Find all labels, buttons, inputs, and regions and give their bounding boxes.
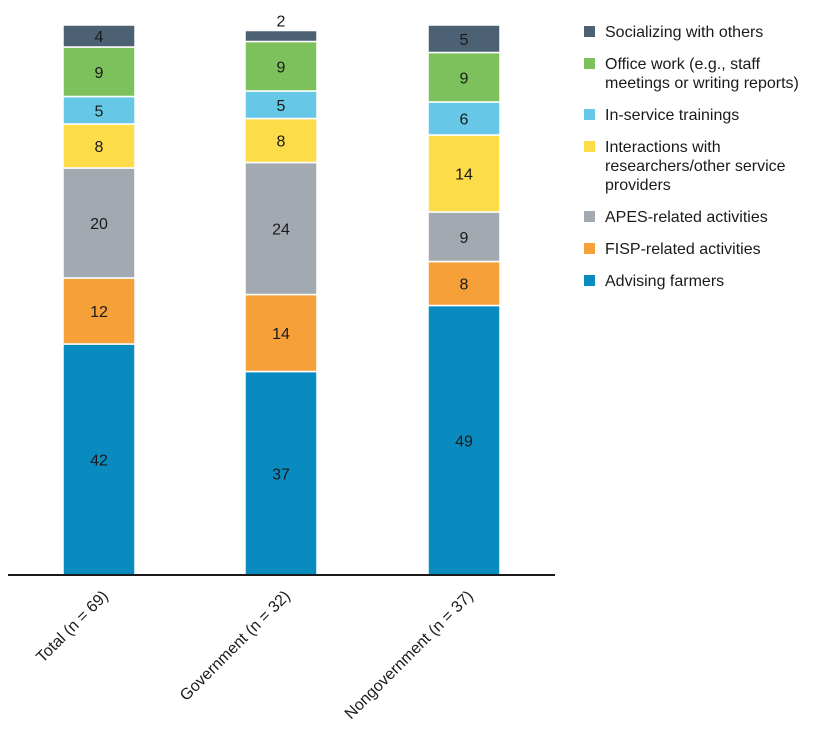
bar-segment-advising-farmers: [244, 370, 318, 576]
bar-segment-in-service-trainings: [427, 101, 501, 136]
legend-label-apes-related-activities: APES-related activities: [605, 209, 768, 226]
data-label: 8: [460, 277, 469, 294]
data-label: 5: [277, 98, 286, 115]
data-label: 37: [272, 466, 290, 483]
data-label: 20: [90, 216, 108, 233]
bar-segment-interactions-with-researchers-other-service-providers: [427, 134, 501, 213]
legend-swatch-office-work-e-g-staff-meetings-or-writing-reports: [584, 58, 595, 69]
legend-swatch-in-service-trainings: [584, 109, 595, 120]
data-label: 6: [460, 112, 469, 129]
bar-segment-apes-related-activities: [244, 161, 318, 296]
bar-segment-fisp-related-activities: [62, 277, 136, 345]
legend-swatch-socializing-with-others: [584, 26, 595, 37]
bar-segment-office-work-e-g-staff-meetings-or-writing-reports: [244, 40, 318, 92]
data-label: 9: [95, 65, 104, 82]
bar-segment-advising-farmers: [427, 304, 501, 576]
bar-segment-office-work-e-g-staff-meetings-or-writing-reports: [62, 46, 136, 98]
data-label: 9: [460, 70, 469, 87]
data-label: 4: [95, 29, 104, 46]
data-label: 42: [90, 453, 108, 470]
bar-segment-advising-farmers: [62, 343, 136, 576]
legend-label-interactions-with-researchers-other-service-providers: Interactions with researchers/other servi…: [605, 139, 786, 194]
data-label: 2: [277, 14, 286, 31]
bar-segment-socializing-with-others: [62, 24, 136, 48]
legend-label-in-service-trainings: In-service trainings: [605, 107, 739, 124]
data-label: 14: [272, 326, 290, 343]
data-label: 49: [455, 433, 473, 450]
bar-segment-fisp-related-activities: [244, 293, 318, 373]
data-label: 5: [95, 103, 104, 120]
legend-swatch-advising-farmers: [584, 275, 595, 286]
data-label: 14: [455, 167, 473, 184]
legend-label-office-work-e-g-staff-meetings-or-writing-reports: Office work (e.g., staff meetings or writ…: [605, 56, 799, 92]
legend-label-advising-farmers: Advising farmers: [605, 273, 724, 290]
data-label: 24: [272, 222, 290, 239]
legend-swatch-apes-related-activities: [584, 211, 595, 222]
bar-segment-apes-related-activities: [427, 211, 501, 263]
legend-label-fisp-related-activities: FISP-related activities: [605, 241, 761, 258]
data-label: 5: [460, 32, 469, 49]
legend-swatch-interactions-with-researchers-other-service-providers: [584, 141, 595, 152]
bar-segment-office-work-e-g-staff-meetings-or-writing-reports: [427, 51, 501, 103]
data-label: 8: [277, 134, 286, 151]
data-label: 9: [277, 59, 286, 76]
x-tick-label: Nongovernment (n = 37): [342, 588, 477, 723]
bar-segment-socializing-with-others: [244, 29, 318, 43]
bar-segment-socializing-with-others: [427, 24, 501, 54]
x-tick-label: Total (n = 69): [33, 588, 111, 666]
bar-segment-in-service-trainings: [244, 90, 318, 120]
x-tick-label: Government (n = 32): [177, 588, 294, 705]
data-label: 8: [95, 139, 104, 156]
data-label: 9: [460, 230, 469, 247]
data-label: 12: [90, 304, 108, 321]
bar-segment-interactions-with-researchers-other-service-providers: [62, 123, 136, 169]
legend-label-socializing-with-others: Socializing with others: [605, 24, 763, 41]
legend-swatch-fisp-related-activities: [584, 243, 595, 254]
